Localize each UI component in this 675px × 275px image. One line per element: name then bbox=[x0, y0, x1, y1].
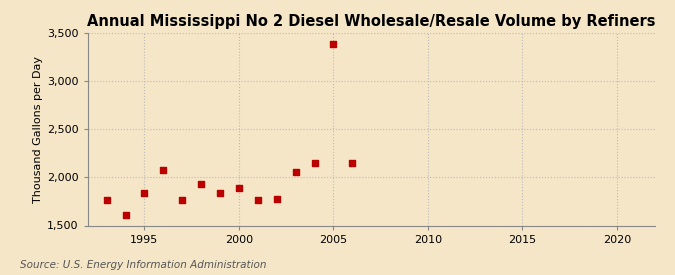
Point bbox=[234, 186, 244, 190]
Point bbox=[215, 191, 225, 195]
Point bbox=[120, 213, 131, 217]
Point bbox=[196, 182, 207, 186]
Point bbox=[309, 161, 320, 165]
Text: Source: U.S. Energy Information Administration: Source: U.S. Energy Information Administ… bbox=[20, 260, 267, 270]
Point bbox=[252, 197, 263, 202]
Y-axis label: Thousand Gallons per Day: Thousand Gallons per Day bbox=[33, 56, 43, 203]
Point bbox=[139, 191, 150, 195]
Point bbox=[177, 198, 188, 203]
Point bbox=[347, 161, 358, 165]
Point bbox=[271, 196, 282, 201]
Point bbox=[290, 169, 301, 174]
Point bbox=[158, 167, 169, 172]
Point bbox=[101, 198, 112, 203]
Point bbox=[328, 41, 339, 46]
Title: Annual Mississippi No 2 Diesel Wholesale/Resale Volume by Refiners: Annual Mississippi No 2 Diesel Wholesale… bbox=[87, 14, 655, 29]
